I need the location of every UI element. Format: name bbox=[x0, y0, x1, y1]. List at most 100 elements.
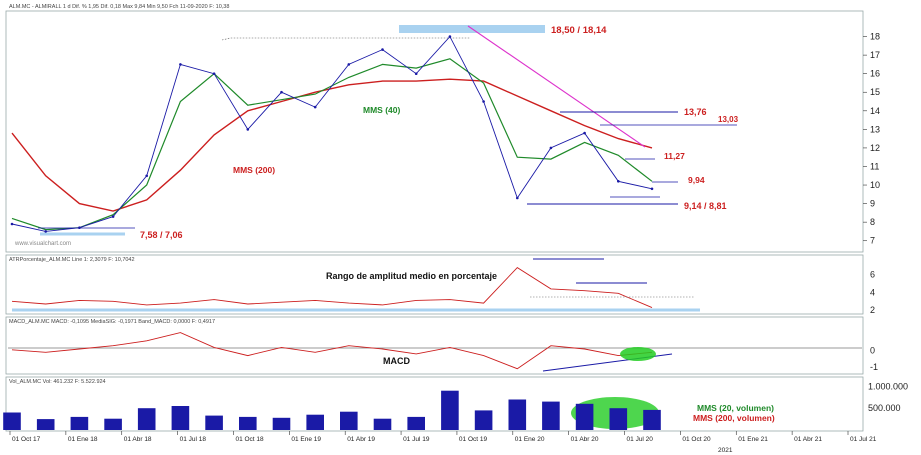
x-tick-label: 01 Abr 20 bbox=[571, 436, 599, 443]
macd-panel-header: MACD_ALM.MC MACD: -0,1095 MediaSIG: -0,1… bbox=[9, 319, 215, 325]
x-tick-label: 01 Jul 18 bbox=[180, 436, 207, 443]
mms200-line bbox=[11, 78, 653, 212]
price-panel-frame bbox=[5, 10, 864, 253]
volume-bar bbox=[407, 416, 425, 430]
atr-line bbox=[11, 267, 653, 309]
volume-bar bbox=[441, 390, 459, 430]
volume-bar bbox=[373, 418, 392, 430]
x-tick-label: 01 Jul 19 bbox=[403, 436, 430, 443]
atr-y-tick-label: 4 bbox=[870, 287, 875, 297]
x-tick-label: 01 Ene 18 bbox=[68, 436, 98, 443]
price-y-tick-label: 16 bbox=[870, 69, 880, 79]
volume-bar bbox=[542, 401, 560, 430]
price-point bbox=[145, 174, 148, 178]
volume-bar bbox=[171, 406, 190, 430]
price-y-axis: 18 17 16 15 14 13 12 11 10 9 8 7 bbox=[863, 32, 880, 246]
price-point bbox=[516, 196, 519, 200]
volume-bar bbox=[306, 414, 324, 430]
volume-bar bbox=[137, 408, 156, 430]
volume-bar bbox=[239, 416, 257, 430]
volume-bar bbox=[340, 411, 358, 430]
price-y-tick-label: 17 bbox=[870, 50, 880, 60]
volume-mms20-label: MMS (20, volumen) bbox=[697, 403, 774, 413]
panel-frames bbox=[5, 10, 864, 432]
price-point bbox=[549, 146, 553, 150]
atr-title: Rango de amplitud medio en porcentaje bbox=[326, 271, 497, 281]
x-tick-label: 01 Oct 18 bbox=[235, 436, 264, 443]
x-tick-label: 01 Oct 17 bbox=[12, 436, 41, 443]
date-x-axis: 01 Oct 17 01 Ene 18 01 Abr 18 01 Jul 18 01 O… bbox=[9, 431, 877, 443]
price-line bbox=[11, 35, 653, 232]
price-point bbox=[381, 48, 384, 51]
price-y-tick-label: 7 bbox=[870, 236, 875, 246]
volume-bar bbox=[643, 409, 661, 430]
volume-panel-frame bbox=[5, 376, 864, 432]
volume-bar bbox=[508, 399, 527, 430]
price-point bbox=[111, 215, 115, 218]
price-point bbox=[617, 180, 620, 183]
macd-line bbox=[11, 332, 653, 370]
x-tick-label: 01 Abr 18 bbox=[124, 436, 152, 443]
price-point bbox=[10, 222, 14, 226]
mms200-label: MMS (200) bbox=[233, 165, 275, 175]
atr-panel-frame bbox=[5, 254, 864, 315]
price-point bbox=[583, 131, 586, 135]
macd-y-tick-label: 0 bbox=[870, 346, 875, 356]
price-y-tick-label: 14 bbox=[870, 106, 880, 116]
macd-highlight-ellipse bbox=[620, 347, 656, 361]
atr-y-tick-label: 2 bbox=[870, 305, 875, 315]
watermark: www.visualchart.com bbox=[14, 241, 71, 247]
x-axis-year-label: 2021 bbox=[718, 447, 733, 454]
price-y-tick-label: 13 bbox=[870, 124, 880, 134]
atr-y-tick-label: 6 bbox=[870, 270, 875, 280]
price-y-tick-label: 9 bbox=[870, 199, 875, 209]
volume-bar bbox=[609, 408, 628, 430]
price-point bbox=[448, 35, 452, 38]
volume-bar bbox=[575, 403, 594, 430]
mms40-label: MMS (40) bbox=[363, 105, 400, 115]
macd-y-tick-label: -1 bbox=[870, 362, 878, 372]
volume-bar bbox=[70, 416, 89, 430]
high-dotted-line bbox=[221, 37, 470, 41]
level-9-94-label: 9,94 bbox=[688, 175, 705, 185]
x-tick-label: 01 Ene 21 bbox=[738, 436, 768, 443]
macd-y-axis: 0 -1 bbox=[870, 346, 878, 372]
volume-bar bbox=[474, 410, 493, 430]
volume-bar bbox=[272, 417, 291, 430]
volume-bar bbox=[3, 412, 21, 430]
x-tick-label: 01 Ene 20 bbox=[515, 436, 545, 443]
price-data-points bbox=[10, 35, 654, 233]
volume-bar bbox=[104, 418, 122, 430]
price-y-tick-label: 10 bbox=[870, 180, 880, 190]
price-point bbox=[44, 230, 47, 233]
volume-y-axis: 1.000.000 500.000 bbox=[868, 381, 908, 413]
price-y-tick-label: 15 bbox=[870, 87, 880, 97]
atr-panel-header: ATRPorcentaje_ALM.MC Line 1: 2,3079 F: 1… bbox=[9, 257, 135, 263]
x-tick-label: 01 Jul 20 bbox=[627, 436, 654, 443]
volume-y-tick-label: 500.000 bbox=[868, 403, 901, 413]
x-tick-label: 01 Ene 19 bbox=[291, 436, 321, 443]
price-y-tick-label: 8 bbox=[870, 217, 875, 227]
price-point bbox=[212, 72, 216, 75]
macd-title: MACD bbox=[383, 356, 410, 366]
support-9-14-label: 9,14 / 8,81 bbox=[684, 201, 727, 211]
price-point bbox=[347, 63, 351, 66]
level-11-27-label: 11,27 bbox=[664, 151, 685, 161]
x-tick-label: 01 Jul 21 bbox=[850, 436, 877, 443]
price-y-tick-label: 11 bbox=[870, 161, 879, 171]
volume-panel-header: Vol_ALM.MC Vol: 461.232 F: 5.522.924 bbox=[9, 379, 106, 385]
x-tick-label: 01 Abr 21 bbox=[794, 436, 822, 443]
price-point bbox=[179, 63, 182, 66]
price-point bbox=[280, 90, 283, 94]
price-y-tick-label: 12 bbox=[870, 143, 880, 153]
price-point bbox=[313, 105, 317, 109]
volume-bar bbox=[205, 415, 223, 430]
price-point bbox=[414, 72, 418, 75]
x-tick-label: 01 Oct 20 bbox=[682, 436, 711, 443]
price-point bbox=[650, 187, 654, 191]
x-tick-label: 01 Oct 19 bbox=[459, 436, 488, 443]
price-panel-header: ALM.MC - ALMIRALL 1 d Dif. % 1,95 Dif. 0… bbox=[9, 4, 229, 10]
downtrend-line bbox=[467, 25, 646, 148]
level-13-76-label: 13,76 bbox=[684, 107, 707, 117]
